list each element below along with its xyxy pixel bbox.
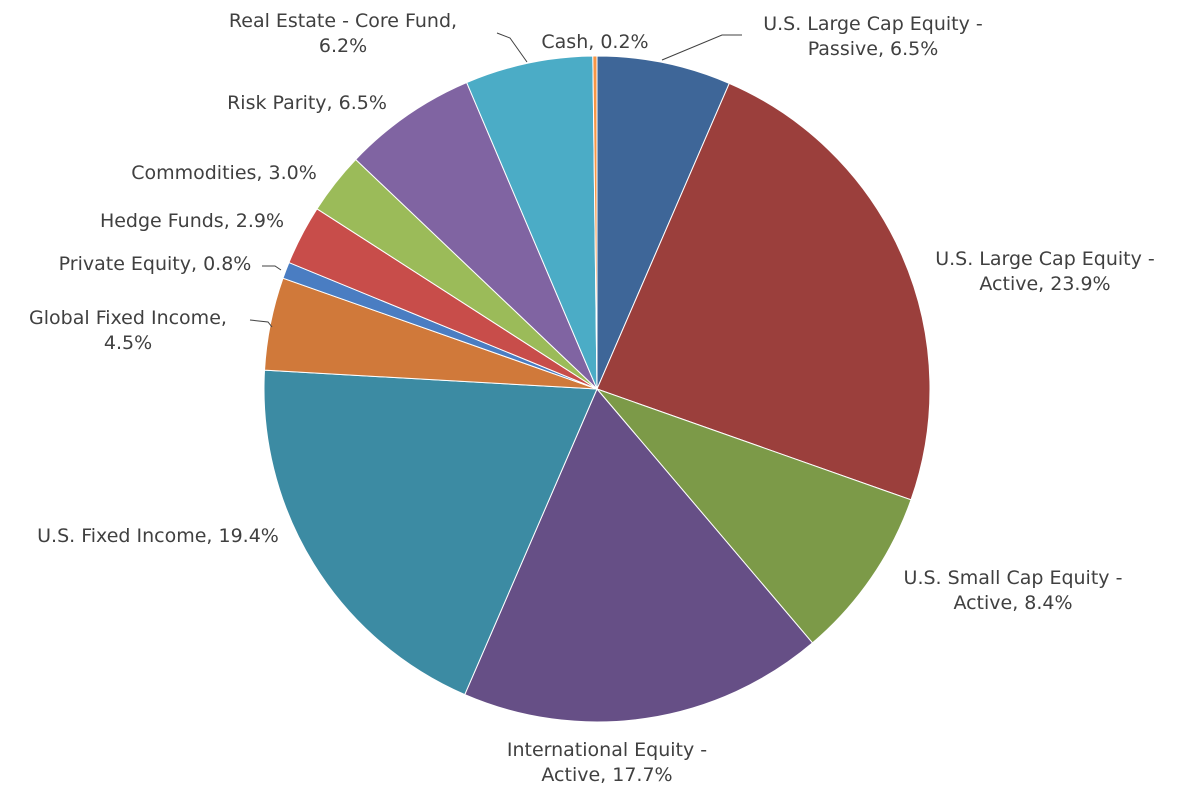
slice-label-line: Real Estate - Core Fund, [229, 10, 457, 32]
slice-label-2: U.S. Large Cap Equity - Active, 23.9% [935, 248, 1155, 295]
slice-label-line: Active, 17.7% [541, 764, 672, 786]
slice-label-line: Global Fixed Income, [29, 307, 227, 329]
slice-label-line: Active, 8.4% [953, 592, 1072, 614]
slice-label-line: U.S. Large Cap Equity - [763, 13, 983, 35]
leader-line-7 [262, 265, 282, 271]
leader-line-6 [249, 319, 273, 328]
slice-label-11: Real Estate - Core Fund, 6.2% [229, 10, 457, 57]
slice-label-line: Cash, 0.2% [541, 31, 648, 53]
pie-slice-4 [464, 388, 814, 723]
slice-label-line: Risk Parity, 6.5% [227, 92, 387, 114]
slice-label-10: Risk Parity, 6.5% [227, 92, 387, 114]
slice-label-12: Cash, 0.2% [541, 31, 648, 53]
slice-label-1: U.S. Large Cap Equity - Passive, 6.5% [763, 13, 983, 60]
pie-slice-10 [354, 81, 598, 390]
pie-slice-3 [595, 387, 912, 644]
leader-lines [249, 32, 742, 328]
slice-label-line: Active, 23.9% [979, 273, 1110, 295]
slice-label-line: International Equity - [507, 739, 707, 761]
slice-label-line: U.S. Small Cap Equity - [904, 567, 1123, 589]
pie-slice-1 [596, 55, 730, 390]
slice-label-6: Global Fixed Income, 4.5% [29, 307, 227, 354]
slice-label-line: Private Equity, 0.8% [59, 253, 252, 275]
slice-label-9: Commodities, 3.0% [131, 162, 317, 184]
slice-label-line: Commodities, 3.0% [131, 162, 317, 184]
pie-slice-5 [263, 369, 598, 696]
slice-label-4: International Equity - Active, 17.7% [507, 739, 707, 786]
pie-slice-2 [596, 82, 931, 501]
slice-labels: U.S. Large Cap Equity -Passive, 6.5%U.S.… [29, 10, 1155, 786]
slice-label-line: 6.2% [319, 35, 367, 57]
pie-slice-12 [592, 55, 598, 390]
slice-label-7: Private Equity, 0.8% [59, 253, 252, 275]
slice-label-line: 4.5% [104, 332, 152, 354]
pie-slice-11 [466, 55, 598, 390]
slice-label-line: U.S. Fixed Income, 19.4% [37, 525, 279, 547]
slice-label-8: Hedge Funds, 2.9% [100, 210, 284, 232]
pie-slices [263, 55, 931, 723]
slice-label-line: Hedge Funds, 2.9% [100, 210, 284, 232]
slice-label-3: U.S. Small Cap Equity - Active, 8.4% [904, 567, 1123, 614]
leader-line-1 [661, 34, 742, 61]
slice-label-line: U.S. Large Cap Equity - [935, 248, 1155, 270]
slice-label-line: Passive, 6.5% [808, 38, 939, 60]
leader-line-11 [496, 32, 528, 63]
slice-label-5: U.S. Fixed Income, 19.4% [37, 525, 279, 547]
